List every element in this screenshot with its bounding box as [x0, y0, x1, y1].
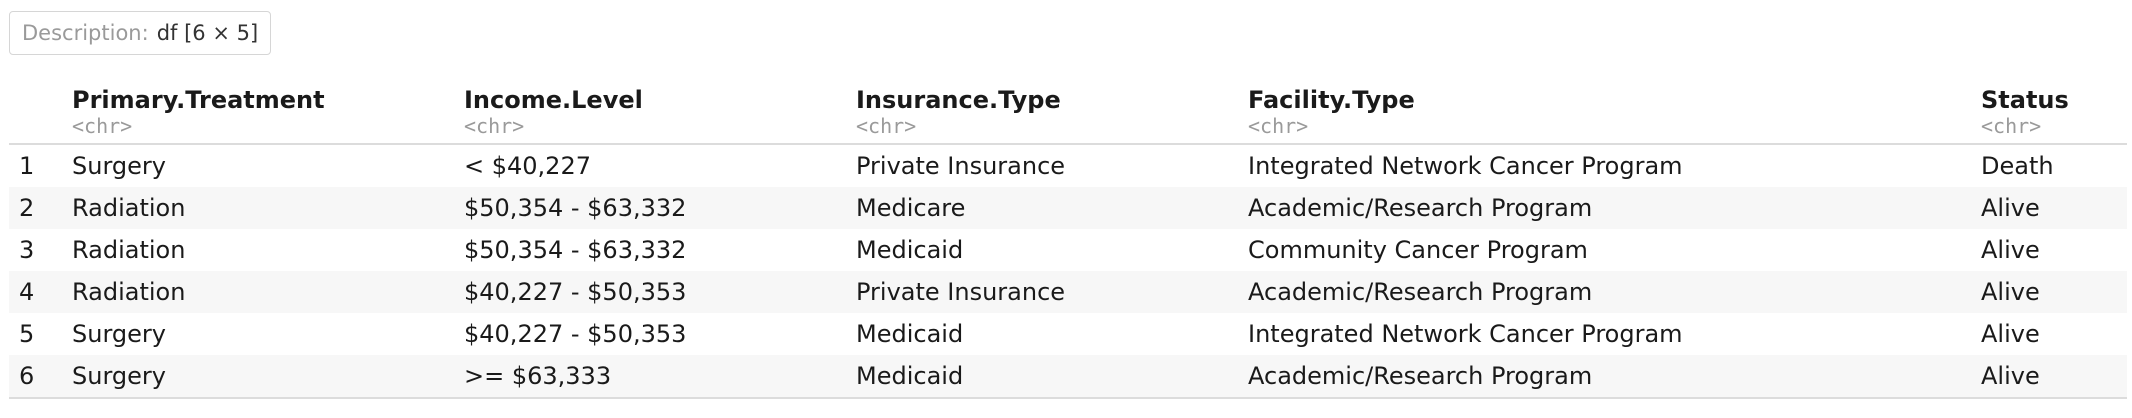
table-cell: Academic/Research Program — [1248, 271, 1981, 313]
table-cell: Medicaid — [856, 355, 1248, 399]
description-label: Description: — [22, 21, 149, 45]
table-row: 4 Radiation $40,227 - $50,353 Private In… — [9, 271, 2127, 313]
table-cell: < $40,227 — [464, 152, 591, 180]
table-row: 5 Surgery $40,227 - $50,353 Medicaid Int… — [9, 313, 2127, 355]
table-cell: $50,354 - $63,332 — [464, 187, 856, 229]
table-cell: Death — [1981, 152, 2054, 180]
table-cell: Radiation — [72, 187, 464, 229]
row-index: 3 — [19, 236, 35, 264]
column-type: <chr> — [1981, 114, 2042, 138]
row-index: 4 — [9, 271, 72, 313]
table-cell: Private Insurance — [856, 271, 1248, 313]
column-name: Facility.Type — [1248, 86, 1415, 114]
column-type: <chr> — [856, 114, 917, 138]
table-cell: $40,227 - $50,353 — [464, 320, 687, 348]
column-type: <chr> — [72, 114, 133, 138]
table-cell: Private Insurance — [856, 152, 1066, 180]
column-name: Status — [1981, 86, 2069, 114]
table-row: 6 Surgery >= $63,333 Medicaid Academic/R… — [9, 355, 2127, 399]
table-cell: Radiation — [72, 236, 186, 264]
table-cell: Medicaid — [856, 320, 964, 348]
column-name: Primary.Treatment — [72, 86, 325, 114]
table-cell: Surgery — [72, 152, 166, 180]
table-row: 2 Radiation $50,354 - $63,332 Medicare A… — [9, 187, 2127, 229]
column-type: <chr> — [1248, 114, 1309, 138]
column-header[interactable]: Facility.Type <chr> — [1248, 80, 1981, 145]
table-cell: >= $63,333 — [464, 355, 856, 399]
table-cell: Surgery — [72, 320, 166, 348]
index-header — [9, 80, 72, 145]
row-index: 2 — [9, 187, 72, 229]
table-cell: $50,354 - $63,332 — [464, 236, 687, 264]
table-cell: Radiation — [72, 271, 464, 313]
column-header[interactable]: Primary.Treatment <chr> — [72, 80, 464, 145]
table-cell: Integrated Network Cancer Program — [1248, 320, 1683, 348]
table-cell: Integrated Network Cancer Program — [1248, 152, 1683, 180]
column-type: <chr> — [464, 114, 525, 138]
table-header-row: Primary.Treatment <chr> Income.Level <ch… — [9, 80, 2127, 145]
column-header[interactable]: Income.Level <chr> — [464, 80, 856, 145]
column-name: Income.Level — [464, 86, 643, 114]
table-cell: Community Cancer Program — [1248, 236, 1588, 264]
table-cell: Academic/Research Program — [1248, 355, 1981, 399]
row-index: 6 — [9, 355, 72, 399]
table-cell: Alive — [1981, 320, 2040, 348]
row-index: 1 — [19, 152, 35, 180]
table-row: 3 Radiation $50,354 - $63,332 Medicaid C… — [9, 229, 2127, 271]
table-cell: Surgery — [72, 355, 464, 399]
dataframe-table: Primary.Treatment <chr> Income.Level <ch… — [9, 80, 2127, 399]
table-cell: Medicaid — [856, 236, 964, 264]
table-row: 1 Surgery < $40,227 Private Insurance In… — [9, 144, 2127, 187]
table-cell: Academic/Research Program — [1248, 187, 1981, 229]
table-cell: Alive — [1981, 355, 2127, 399]
column-header[interactable]: Status <chr> — [1981, 80, 2127, 145]
table-cell: Alive — [1981, 236, 2040, 264]
column-name: Insurance.Type — [856, 86, 1061, 114]
column-header[interactable]: Insurance.Type <chr> — [856, 80, 1248, 145]
table-cell: Alive — [1981, 187, 2127, 229]
dataframe-description: Description: df [6 × 5] — [9, 11, 272, 55]
row-index: 5 — [19, 320, 35, 348]
description-value: df [6 × 5] — [156, 21, 259, 45]
table-cell: $40,227 - $50,353 — [464, 271, 856, 313]
table-cell: Alive — [1981, 271, 2127, 313]
table-cell: Medicare — [856, 187, 1248, 229]
